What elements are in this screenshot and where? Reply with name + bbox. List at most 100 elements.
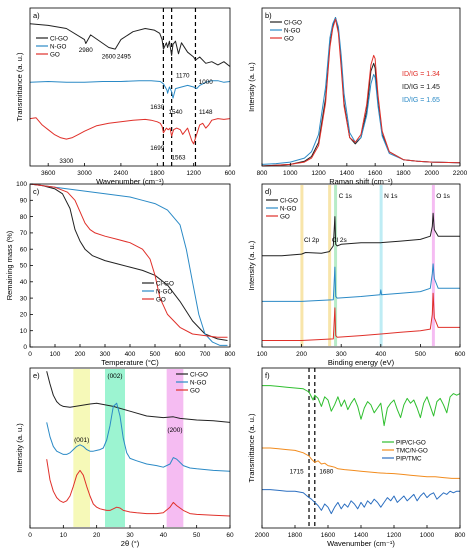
x-tick-label: 1600 — [368, 170, 383, 177]
series-line-a-2 — [29, 117, 231, 145]
x-tick-label: 3600 — [41, 170, 56, 177]
band-label: C 1s — [339, 193, 353, 200]
series-line-c-2 — [29, 183, 228, 338]
x-tick-label: 2000 — [424, 170, 439, 177]
x-tick-label: 400 — [375, 351, 386, 358]
x-tick-label: 1200 — [311, 170, 326, 177]
x-tick-label: 60 — [226, 532, 234, 539]
x-tick-label: 600 — [455, 351, 466, 358]
plot-frame — [261, 183, 461, 348]
x-tick-label: 200 — [296, 351, 307, 358]
x-axis-label: Wavenumber (cm⁻¹) — [327, 539, 395, 548]
x-tick-label: 1600 — [321, 532, 336, 539]
annotation: 1540 — [168, 109, 183, 116]
x-axis-label: Temperature (°C) — [101, 358, 159, 367]
panel-c: 0 100 200 300 400 500 600 700 800 0 10 20 30 40 50 60 70… — [5, 181, 236, 367]
panel-letter: b) — [265, 11, 272, 20]
band-label: Cl 2s — [332, 237, 348, 244]
x-tick-label: 10 — [60, 532, 68, 539]
y-tick-label: 80 — [20, 214, 28, 221]
x-tick-label: 100 — [50, 351, 61, 358]
legend-entry: GO — [156, 296, 166, 303]
band-label: (001) — [74, 437, 89, 444]
x-tick-label: 20 — [93, 532, 101, 539]
series-line-d-2 — [262, 292, 460, 341]
x-tick-label: 800 — [257, 170, 268, 177]
x-tick-label: 100 — [257, 351, 268, 358]
panel-b: 800 1000 1200 1400 1600 1800 2000 2200 Raman shi… — [247, 7, 468, 186]
annotation: 1000 — [199, 79, 214, 86]
series-line-f-0 — [262, 385, 461, 427]
legend-entry: TMC/N-GO — [396, 447, 428, 454]
legend-entry: GO — [190, 387, 200, 394]
series-line-e-0 — [46, 371, 231, 423]
x-tick-label: 800 — [455, 532, 466, 539]
annotation: 1715 — [290, 469, 305, 476]
x-tick-label: 1000 — [420, 532, 435, 539]
x-tick-label: 1800 — [396, 170, 411, 177]
plot-frame — [29, 183, 231, 348]
series-line-e-2 — [46, 459, 231, 517]
annotation: 2600 — [102, 54, 117, 61]
panel-letter: e) — [33, 371, 40, 380]
ratio-label: ID/IG = 1.65 — [402, 97, 440, 104]
annotation: 1170 — [176, 73, 190, 80]
annotation: 2495 — [117, 54, 132, 61]
legend-entry: Cl-GO — [284, 19, 302, 26]
annotation: 1699 — [150, 145, 165, 152]
y-axis-label: Intensity (a. u.) — [15, 423, 24, 473]
x-tick-label: 2200 — [453, 170, 468, 177]
band-label: (200) — [167, 427, 182, 434]
x-axis-label: 2θ (°) — [121, 539, 140, 548]
x-tick-label: 30 — [126, 532, 134, 539]
x-tick-label: 500 — [415, 351, 426, 358]
y-axis-label: Transmittance (a. u.) — [15, 52, 24, 121]
annotation: 3300 — [59, 158, 74, 165]
series-line-c-1 — [29, 183, 228, 346]
y-tick-label: 20 — [20, 312, 28, 319]
annotation: 1680 — [319, 469, 334, 476]
band-label: O 1s — [436, 193, 450, 200]
legend-entry: N-GO — [190, 379, 207, 386]
x-tick-label: 1400 — [354, 532, 369, 539]
y-tick-label: 10 — [20, 328, 28, 335]
legend-entry: N-GO — [284, 27, 301, 34]
legend-entry: Cl-GO — [50, 35, 68, 42]
panel-a: 3600 3000 2400 1800 1200 600 Wavenumber (cm⁻¹)… — [15, 7, 236, 186]
band-0 — [73, 369, 90, 527]
x-axis-label: Raman shift (cm⁻¹) — [329, 177, 393, 186]
x-tick-label: 1200 — [186, 170, 201, 177]
legend-entry: N-GO — [280, 205, 297, 212]
panel-d: 100 200 300 400 500 600 Binding energy (eV) Int… — [247, 183, 466, 367]
x-tick-label: 300 — [336, 351, 347, 358]
y-axis-label: Intensity (a. u.) — [247, 62, 256, 112]
y-tick-label: 60 — [20, 246, 28, 253]
series-line-f-2 — [262, 489, 460, 515]
band-1 — [328, 185, 332, 346]
legend-entry: GO — [50, 51, 60, 58]
band-label: N 1s — [384, 193, 398, 200]
x-tick-label: 1400 — [340, 170, 355, 177]
x-tick-label: 1000 — [283, 170, 298, 177]
x-tick-label: 1800 — [150, 170, 165, 177]
plot-frame — [29, 7, 231, 167]
x-tick-label: 400 — [125, 351, 136, 358]
x-tick-label: 800 — [225, 351, 236, 358]
panel-letter: a) — [33, 11, 40, 20]
legend-entry: GO — [280, 213, 290, 220]
annotation: 1148 — [199, 109, 213, 116]
band-label: Cl 2p — [304, 237, 320, 244]
panel-e: 0 10 20 30 40 50 60 2θ (°) Intensity (a. u.) e) Cl… — [15, 367, 234, 548]
panel-f: 2000 1800 1600 1400 1200 1000 800 Wavenumber (c… — [247, 367, 466, 548]
legend-entry: Cl-GO — [190, 371, 208, 378]
legend-entry: PIP/TMC — [396, 455, 422, 462]
legend-entry: GO — [284, 35, 294, 42]
band-3 — [379, 185, 383, 346]
series-line-b-1 — [261, 17, 461, 165]
x-tick-label: 2000 — [255, 532, 270, 539]
ratio-label: ID/IG = 1.34 — [402, 71, 440, 78]
x-tick-label: 0 — [28, 532, 32, 539]
